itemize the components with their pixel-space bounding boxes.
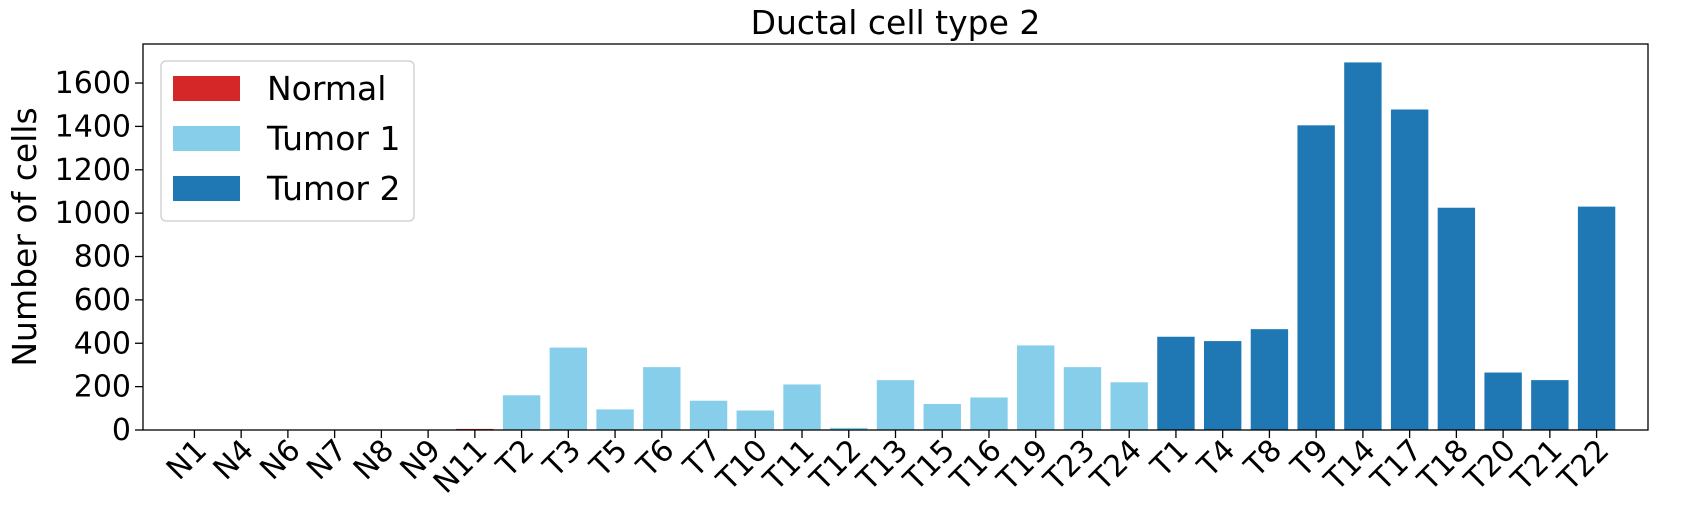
bar-T10 xyxy=(736,410,774,430)
x-tick-label-T1: T1 xyxy=(1144,433,1196,485)
bar-T6 xyxy=(643,367,681,430)
x-tick-label-T4: T4 xyxy=(1190,433,1242,485)
bar-T18 xyxy=(1437,207,1476,430)
bar-T15 xyxy=(923,403,961,430)
y-tick-label: 1200 xyxy=(55,153,131,188)
x-tick-label-N6: N6 xyxy=(253,433,307,487)
x-tick-label-N8: N8 xyxy=(347,433,401,487)
chart-title: Ductal cell type 2 xyxy=(751,3,1041,42)
x-tick-label-T6: T6 xyxy=(630,433,682,485)
legend-swatch-1 xyxy=(173,126,240,151)
x-axis: N1N4N6N7N8N9N11T2T3T5T6T7T10T11T12T13T15… xyxy=(160,430,1616,501)
bar-T11 xyxy=(783,384,821,430)
bars-group xyxy=(456,62,1616,430)
bar-T8 xyxy=(1250,329,1289,430)
y-tick-label: 800 xyxy=(74,240,131,275)
legend: Normal Tumor 1 Tumor 2 xyxy=(160,60,415,222)
legend-label-1: Tumor 1 xyxy=(266,119,400,158)
x-tick-label-T3: T3 xyxy=(536,433,588,485)
y-tick-label: 0 xyxy=(112,413,131,448)
bar-T9 xyxy=(1297,125,1335,430)
bar-T24 xyxy=(1110,382,1148,430)
x-tick-label-N1: N1 xyxy=(160,433,214,487)
bar-T3 xyxy=(549,347,588,430)
x-tick-label-T8: T8 xyxy=(1237,433,1289,485)
x-tick-label-T24: T24 xyxy=(1083,433,1148,498)
y-axis-label: Number of cells xyxy=(5,107,44,366)
bar-T13 xyxy=(876,380,915,430)
x-tick-label-T2: T2 xyxy=(489,433,541,485)
bar-T17 xyxy=(1390,109,1429,430)
x-tick-label-T5: T5 xyxy=(583,433,635,485)
bar-T16 xyxy=(970,397,1008,430)
bar-T23 xyxy=(1063,367,1102,430)
x-tick-label-N7: N7 xyxy=(300,433,354,487)
bar-T7 xyxy=(689,400,728,430)
y-tick-label: 1000 xyxy=(55,196,131,231)
x-tick-label-N11: N11 xyxy=(427,433,495,501)
x-tick-label-T22: T22 xyxy=(1551,433,1616,498)
bar-T22 xyxy=(1577,206,1616,430)
bar-T20 xyxy=(1484,372,1522,430)
legend-swatch-2 xyxy=(173,176,240,201)
y-tick-label: 400 xyxy=(74,326,131,361)
y-tick-label: 1600 xyxy=(55,66,131,101)
bar-T19 xyxy=(1017,345,1055,430)
x-tick-label-N4: N4 xyxy=(207,433,261,487)
bar-T14 xyxy=(1344,62,1382,430)
legend-label-0: Normal xyxy=(267,69,386,108)
y-tick-label: 600 xyxy=(74,283,131,318)
bar-T5 xyxy=(596,409,634,430)
y-tick-label: 1400 xyxy=(55,109,131,144)
bar-T1 xyxy=(1157,336,1195,430)
bar-T4 xyxy=(1203,341,1242,430)
y-tick-label: 200 xyxy=(74,370,131,405)
legend-swatch-0 xyxy=(173,76,240,101)
bar-T21 xyxy=(1531,380,1569,430)
bar-T12 xyxy=(830,427,868,430)
y-axis: 0 200 400 600 800 1000 1200 1400 1600 xyxy=(55,66,143,448)
legend-label-2: Tumor 2 xyxy=(266,169,400,208)
bar-T2 xyxy=(502,395,541,430)
